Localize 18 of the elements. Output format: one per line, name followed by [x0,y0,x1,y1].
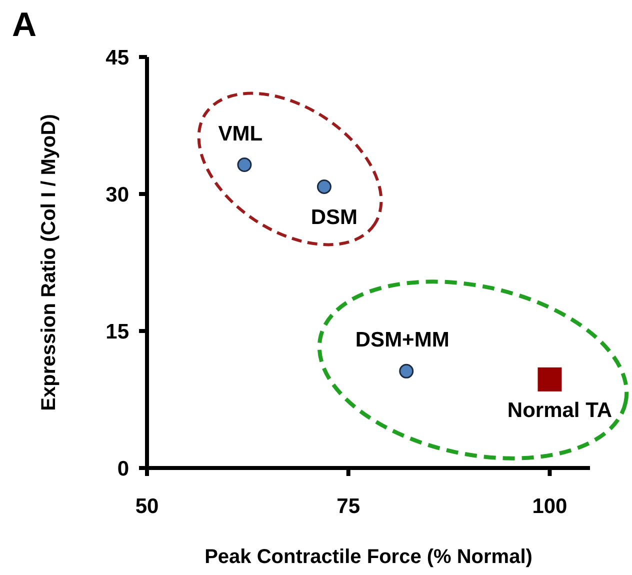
x-tick-label: 75 [336,494,360,518]
point [399,364,414,378]
y-tick-label: 0 [117,457,129,480]
point [316,179,332,194]
x-tick-label: 50 [135,494,159,518]
y-axis-title: Expression Ratio (Col I / MyoD) [38,114,60,411]
chart-title: A [12,6,37,44]
point [538,367,562,392]
x-tick-label: 100 [532,494,568,518]
x-axis-title: Peak Contractile Force (% Normal) [204,546,532,568]
annotation: DSM+MM [355,328,450,352]
point [237,158,252,172]
y-tick-label: 15 [106,320,130,344]
annotation: VML [218,122,263,146]
y-tick-label: 45 [106,46,130,70]
annotation: DSM [310,206,358,230]
annotation: Normal TA [507,398,612,422]
y-tick-label: 30 [106,183,129,206]
